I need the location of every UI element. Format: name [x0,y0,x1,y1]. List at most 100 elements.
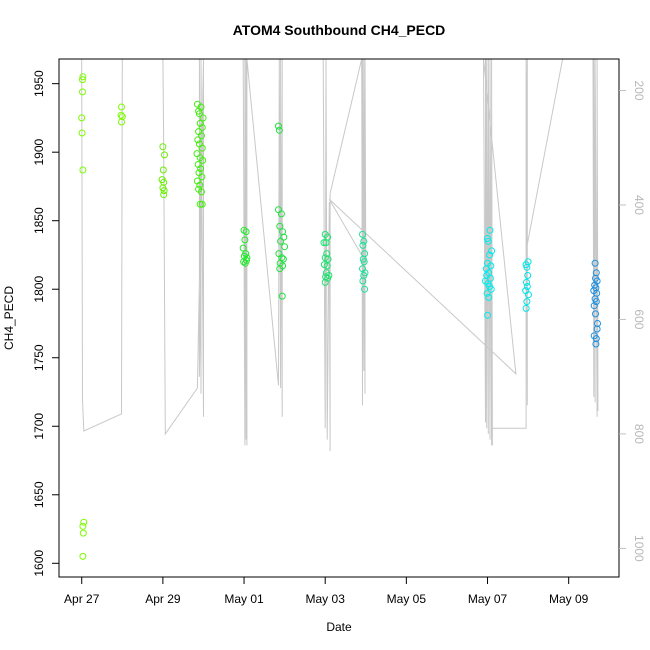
y-tick-label: 1650 [32,481,46,508]
data-point [485,293,493,301]
data-point [197,188,205,196]
data-point [361,285,369,293]
y-tick-label: 1950 [32,70,46,97]
right-tick-label: 1000 [632,535,646,562]
data-point [360,237,368,245]
data-point [118,103,125,111]
data-point [484,311,491,319]
data-point [197,103,205,111]
data-point [484,237,492,245]
data-point [241,236,249,244]
data-point [198,173,206,181]
data-point [322,239,330,247]
data-point [276,222,284,230]
data-point [159,166,167,174]
data-point [78,129,86,137]
data-point [275,126,283,134]
y-tick-label: 1600 [32,550,46,577]
chart-title: ATOM4 Southbound CH4_PECD [233,22,446,38]
x-tick-label: May 07 [468,592,508,606]
altitude-layer [81,58,599,452]
altitude-trace [81,58,599,452]
data-point [592,298,600,306]
data-point [486,226,494,234]
x-tick-label: May 01 [224,592,264,606]
data-point [592,340,600,348]
data-point [195,110,203,118]
data-point [277,237,285,245]
data-point [275,122,282,130]
data-point [276,265,284,273]
data-point [522,304,530,312]
data-point [80,518,88,526]
data-point [199,114,207,122]
data-point [321,278,329,286]
data-point [159,143,167,151]
x-tick-label: May 09 [549,592,589,606]
right-tick-label: 800 [632,424,646,444]
data-point [592,310,599,318]
data-point [198,200,206,208]
data-point [79,88,86,96]
x-tick-label: May 03 [306,592,346,606]
data-point [278,292,286,300]
data-point [117,111,125,119]
data-point [161,151,168,159]
data-point [196,119,204,127]
right-tick-label: 600 [632,309,646,329]
data-point [199,156,207,164]
data-point [198,144,206,152]
y-tick-label: 1750 [32,344,46,371]
data-point [277,210,285,218]
data-point [523,298,531,306]
x-tick-label: Apr 27 [64,592,100,606]
data-point [525,291,532,299]
data-point [281,243,289,251]
data-point [320,239,328,247]
data-point [79,529,87,537]
data-point [488,247,496,255]
data-point [484,235,491,242]
data-point [79,552,87,560]
data-point [198,124,206,131]
data-point [242,228,250,236]
data-point [118,113,126,121]
data-point [483,289,491,297]
right-axis: 200 400 600 800 1000 [619,80,646,562]
y-tick-label: 1800 [32,276,46,303]
data-point [487,285,495,293]
data-point [160,191,168,199]
data-point [590,302,598,310]
y-tick-label: 1900 [32,139,46,166]
y-tick-label: 1850 [32,207,46,234]
x-axis: Apr 27 Apr 29 May 01 May 03 May 05 May 07 May … [64,577,589,606]
data-point [323,262,331,270]
data-point [243,256,250,264]
x-tick-label: May 05 [387,592,427,606]
data-point [197,132,205,140]
data-point [593,325,601,333]
data-point [79,73,87,81]
points-layer [78,73,601,560]
right-tick-label: 400 [632,195,646,215]
x-tick-label: Apr 29 [145,592,181,606]
data-point [360,258,368,266]
data-point [197,165,205,173]
data-point [196,200,204,208]
x-axis-label: Date [326,620,352,634]
data-point [359,241,367,249]
data-point [523,278,530,286]
data-point [324,255,332,263]
data-point [524,272,532,279]
y-axis-label: CH4_PECD [2,286,16,350]
data-point [486,251,494,259]
data-point [359,230,366,238]
data-point [239,244,247,252]
data-point [592,335,600,343]
data-point [359,277,367,285]
data-point [591,259,599,267]
data-point [79,166,87,174]
data-point [523,263,531,271]
data-point [79,522,87,530]
